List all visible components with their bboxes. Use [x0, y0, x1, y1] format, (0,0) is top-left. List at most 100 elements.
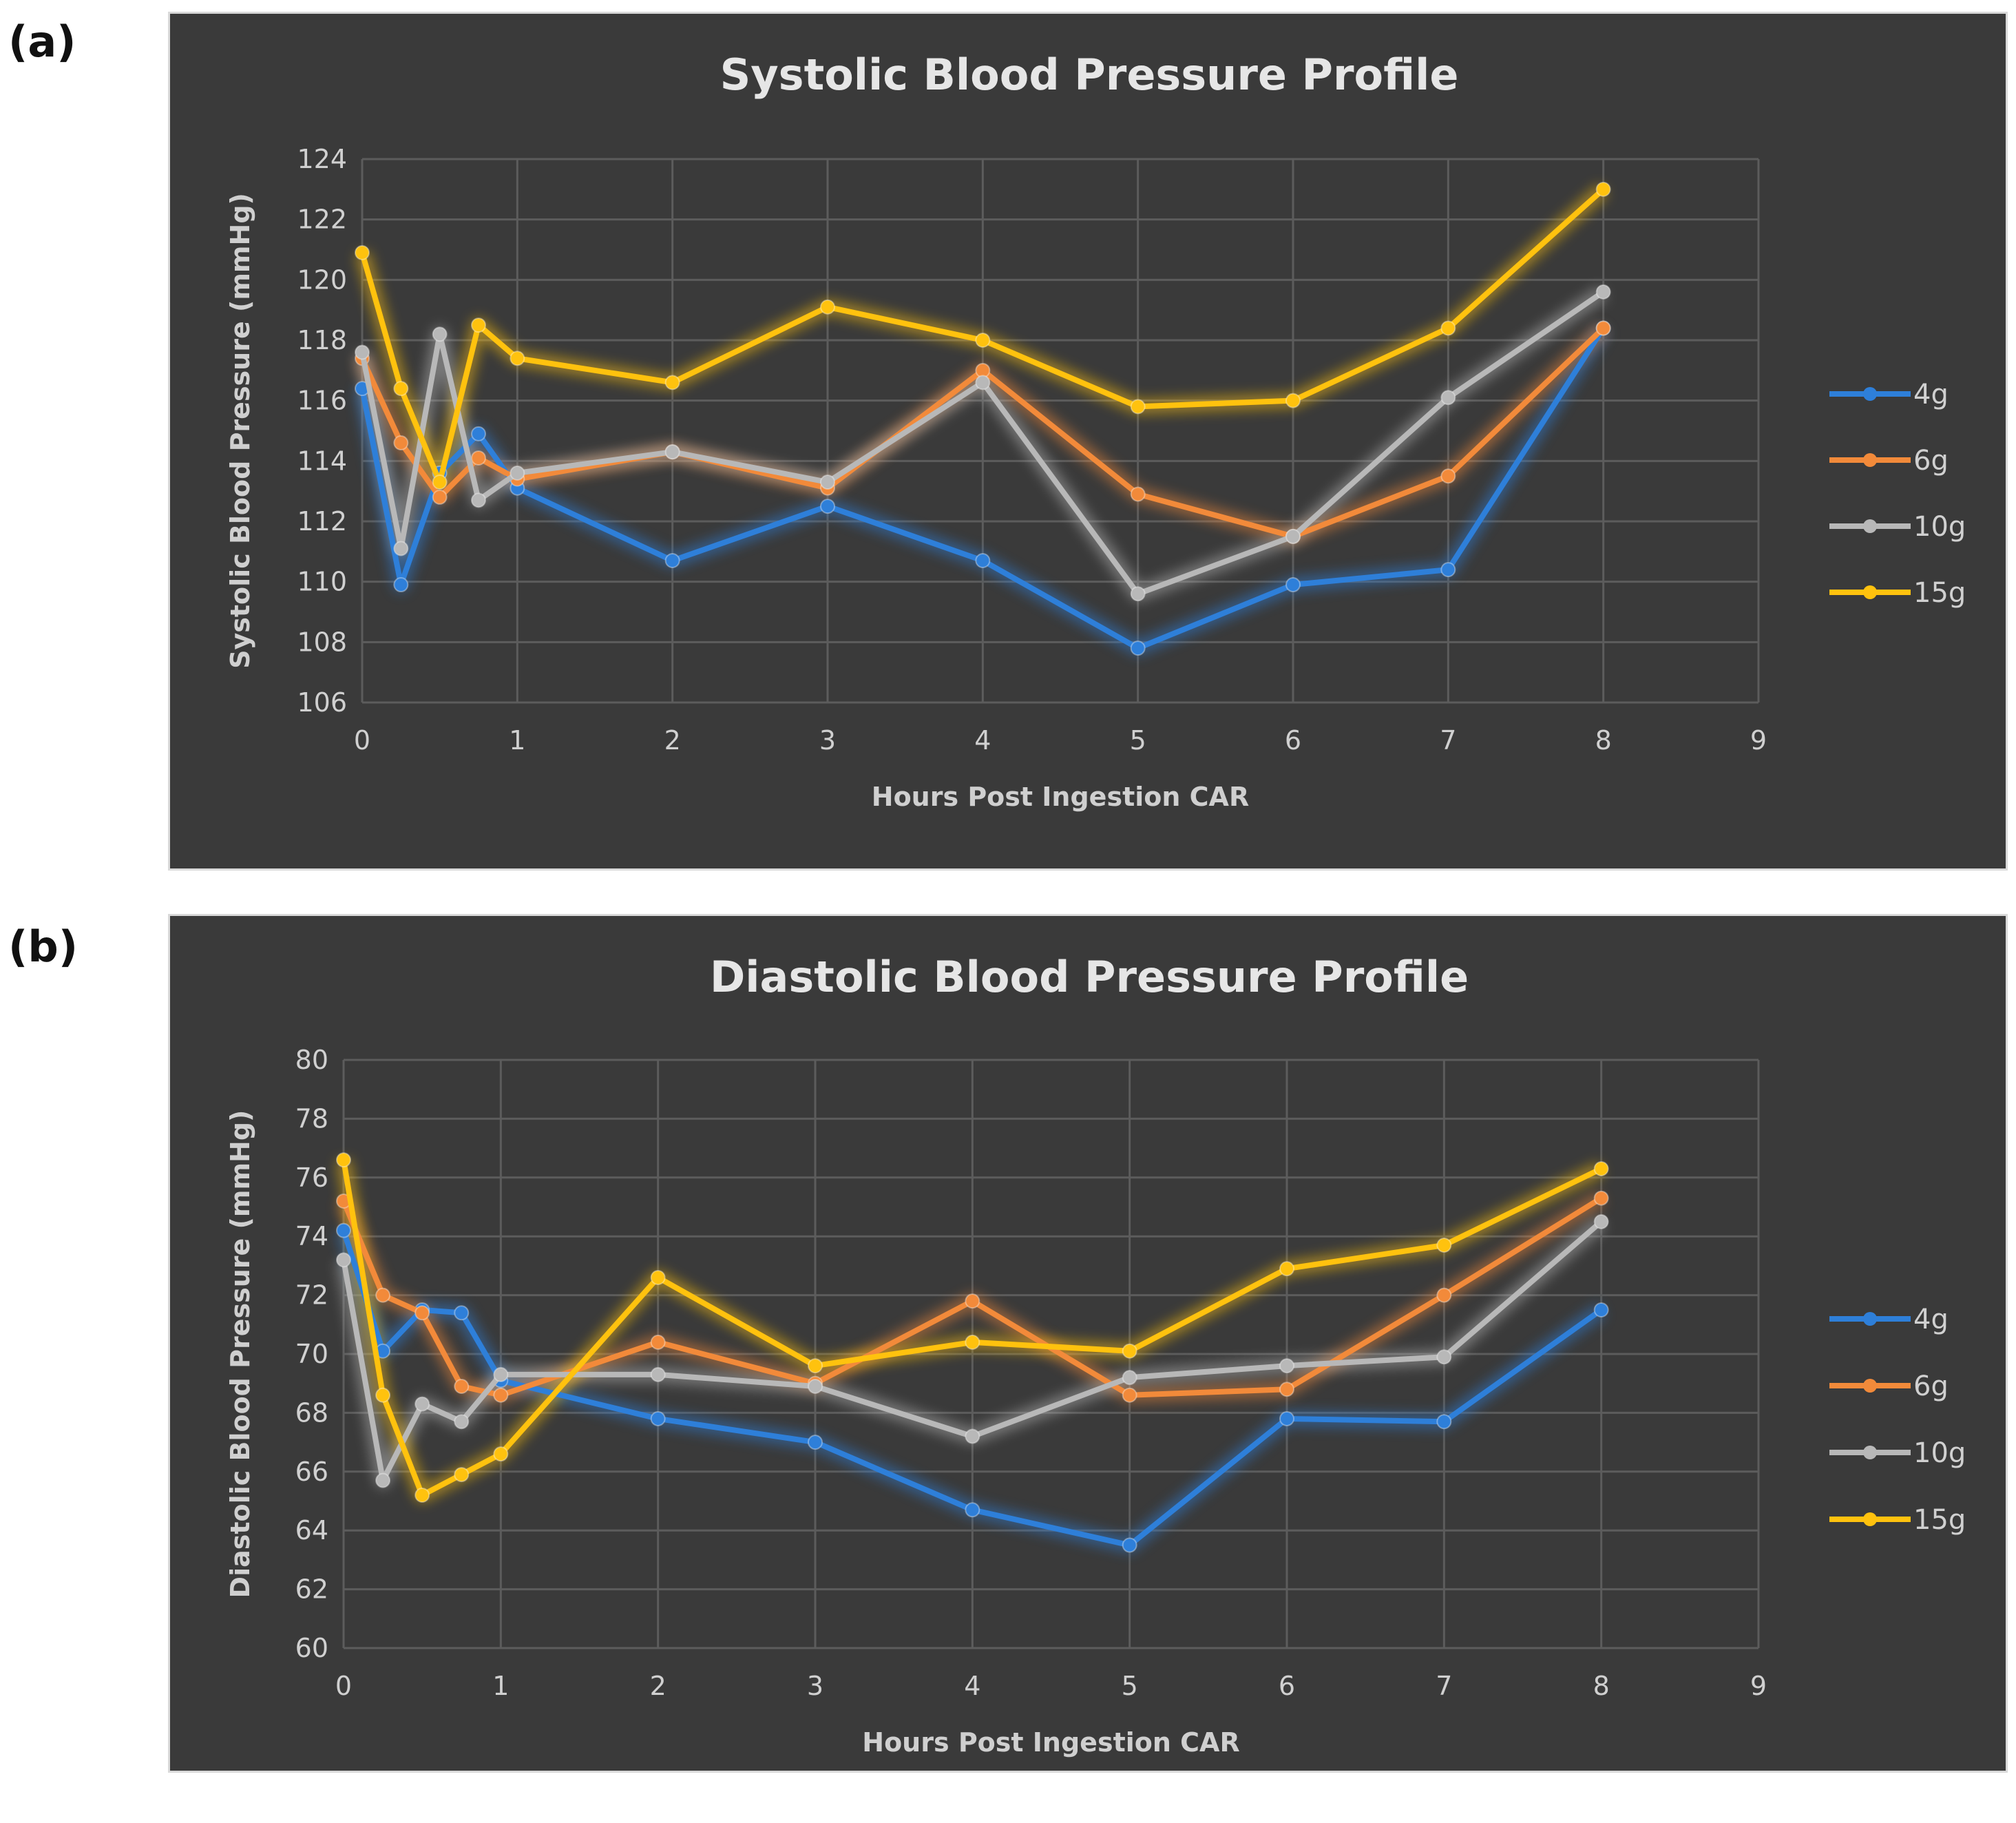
data-point-10g	[664, 444, 680, 460]
data-point-4g	[975, 552, 991, 568]
legend-label-15g: 15g	[1913, 577, 1966, 609]
x-tick-label: 6	[1279, 1671, 1295, 1701]
data-point-10g	[1279, 1358, 1294, 1374]
data-point-4g	[1130, 640, 1146, 656]
data-point-15g	[336, 1152, 351, 1168]
data-point-15g	[1279, 1261, 1294, 1277]
y-tick-label: 124	[297, 144, 347, 174]
systolic-chart: Systolic Blood Pressure Profile 106 108 110…	[168, 12, 2008, 871]
series-line-4g	[341, 1229, 1603, 1548]
data-point-10g	[965, 1428, 980, 1444]
series-line-6g	[341, 1196, 1603, 1398]
data-point-15g	[1593, 1160, 1609, 1176]
data-point-10g	[1595, 284, 1611, 300]
legend-marker-10g	[1863, 519, 1877, 533]
data-point-15g	[510, 351, 525, 366]
data-point-10g	[393, 541, 409, 556]
x-tick-label: 4	[974, 725, 991, 756]
systolic-chart-svg: Systolic Blood Pressure Profile106108110…	[225, 50, 1966, 812]
data-point-10g	[510, 465, 525, 481]
data-point-6g	[965, 1293, 980, 1309]
data-point-15g	[414, 1487, 430, 1503]
data-point-10g	[1436, 1349, 1452, 1365]
data-point-6g	[1122, 1387, 1137, 1403]
legend-marker-6g	[1863, 1379, 1877, 1393]
data-point-15g	[1130, 399, 1146, 415]
y-tick-label: 80	[295, 1045, 328, 1075]
legend-label-6g: 6g	[1913, 1371, 1949, 1402]
x-tick-label: 2	[650, 1671, 666, 1701]
y-tick-label: 114	[297, 446, 347, 476]
x-tick-label: 7	[1440, 725, 1456, 756]
x-tick-label: 8	[1595, 725, 1612, 756]
data-point-10g	[432, 326, 448, 342]
y-axis-title: Systolic Blood Pressure (mmHg)	[225, 193, 255, 669]
data-point-10g	[493, 1366, 509, 1382]
data-point-10g	[414, 1396, 430, 1412]
data-point-6g	[471, 450, 486, 466]
data-point-4g	[454, 1305, 470, 1321]
data-point-4g	[336, 1222, 351, 1238]
legend-label-15g: 15g	[1913, 1504, 1966, 1536]
y-tick-label: 116	[297, 386, 347, 416]
data-point-15g	[375, 1387, 391, 1403]
y-tick-label: 68	[295, 1397, 328, 1428]
x-tick-label: 0	[354, 725, 370, 756]
y-tick-label: 62	[295, 1574, 328, 1605]
legend-label-6g: 6g	[1913, 445, 1949, 477]
x-tick-label: 3	[807, 1671, 823, 1701]
y-tick-label: 72	[295, 1280, 328, 1311]
data-point-15g	[650, 1269, 666, 1285]
data-point-10g	[1122, 1370, 1137, 1386]
data-point-6g	[1440, 468, 1456, 484]
data-point-10g	[808, 1378, 823, 1394]
chart-title: Systolic Blood Pressure Profile	[720, 50, 1459, 100]
legend-marker-15g	[1863, 1512, 1877, 1526]
x-tick-label: 1	[492, 1671, 509, 1701]
legend-marker-10g	[1863, 1446, 1877, 1459]
data-point-4g	[471, 426, 486, 441]
y-tick-label: 120	[297, 264, 347, 295]
y-tick-label: 60	[295, 1633, 328, 1663]
data-point-6g	[1436, 1287, 1452, 1303]
y-tick-label: 112	[297, 506, 347, 537]
series-line-15g	[359, 187, 1606, 486]
data-point-15g	[1436, 1238, 1452, 1253]
data-point-4g	[820, 499, 835, 514]
data-point-15g	[454, 1467, 470, 1483]
data-point-6g	[650, 1334, 666, 1350]
chart-title: Diastolic Blood Pressure Profile	[710, 952, 1469, 1002]
x-tick-label: 1	[509, 725, 525, 756]
data-point-4g	[650, 1410, 666, 1426]
panel-label-a: (a)	[8, 17, 76, 67]
y-tick-label: 74	[295, 1221, 328, 1251]
x-tick-label: 8	[1593, 1671, 1610, 1701]
data-point-15g	[975, 333, 991, 348]
data-point-15g	[1285, 393, 1301, 408]
diastolic-chart: Diastolic Blood Pressure Profile 60 62 64 66…	[168, 914, 2008, 1773]
y-tick-label: 70	[295, 1339, 328, 1369]
y-tick-label: 106	[297, 687, 347, 718]
data-point-6g	[1279, 1382, 1294, 1397]
x-axis-title: Hours Post Ingestion CAR	[862, 1727, 1239, 1758]
data-point-10g	[454, 1414, 470, 1430]
data-point-4g	[1285, 577, 1301, 593]
data-point-15g	[808, 1358, 823, 1374]
data-point-4g	[1436, 1414, 1452, 1430]
legend-marker-4g	[1863, 1312, 1877, 1326]
data-point-4g	[393, 577, 409, 593]
x-tick-label: 0	[335, 1671, 352, 1701]
legend-label-10g: 10g	[1913, 1437, 1966, 1469]
data-point-4g	[1593, 1302, 1609, 1317]
data-point-10g	[375, 1472, 391, 1488]
y-tick-label: 108	[297, 627, 347, 657]
x-tick-label: 5	[1122, 1671, 1138, 1701]
data-point-15g	[1122, 1343, 1137, 1359]
x-axis-title: Hours Post Ingestion CAR	[872, 782, 1249, 812]
data-point-4g	[1440, 562, 1456, 578]
y-axis-title: Diastolic Blood Pressure (mmHg)	[225, 1110, 255, 1598]
data-point-10g	[975, 375, 991, 390]
x-tick-label: 4	[964, 1671, 980, 1701]
x-tick-label: 3	[819, 725, 836, 756]
data-point-4g	[664, 552, 680, 568]
